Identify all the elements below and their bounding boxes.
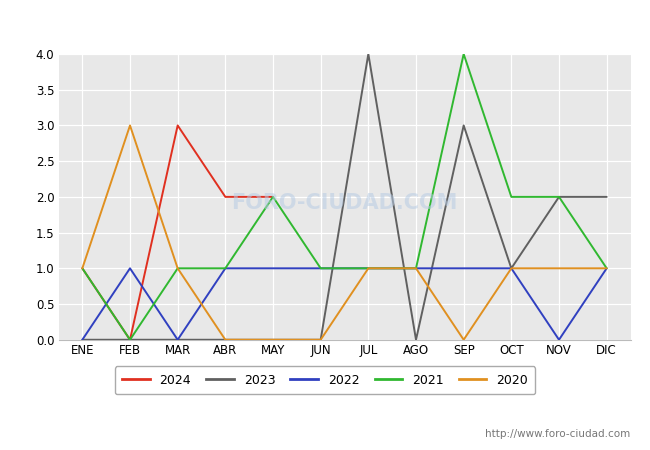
Text: FORO-CIUDAD.COM: FORO-CIUDAD.COM: [231, 193, 458, 212]
Legend: 2024, 2023, 2022, 2021, 2020: 2024, 2023, 2022, 2021, 2020: [114, 366, 536, 394]
Text: Matriculaciones de Vehiculos en Prats i Sansor: Matriculaciones de Vehiculos en Prats i …: [116, 14, 534, 33]
Text: http://www.foro-ciudad.com: http://www.foro-ciudad.com: [486, 429, 630, 439]
